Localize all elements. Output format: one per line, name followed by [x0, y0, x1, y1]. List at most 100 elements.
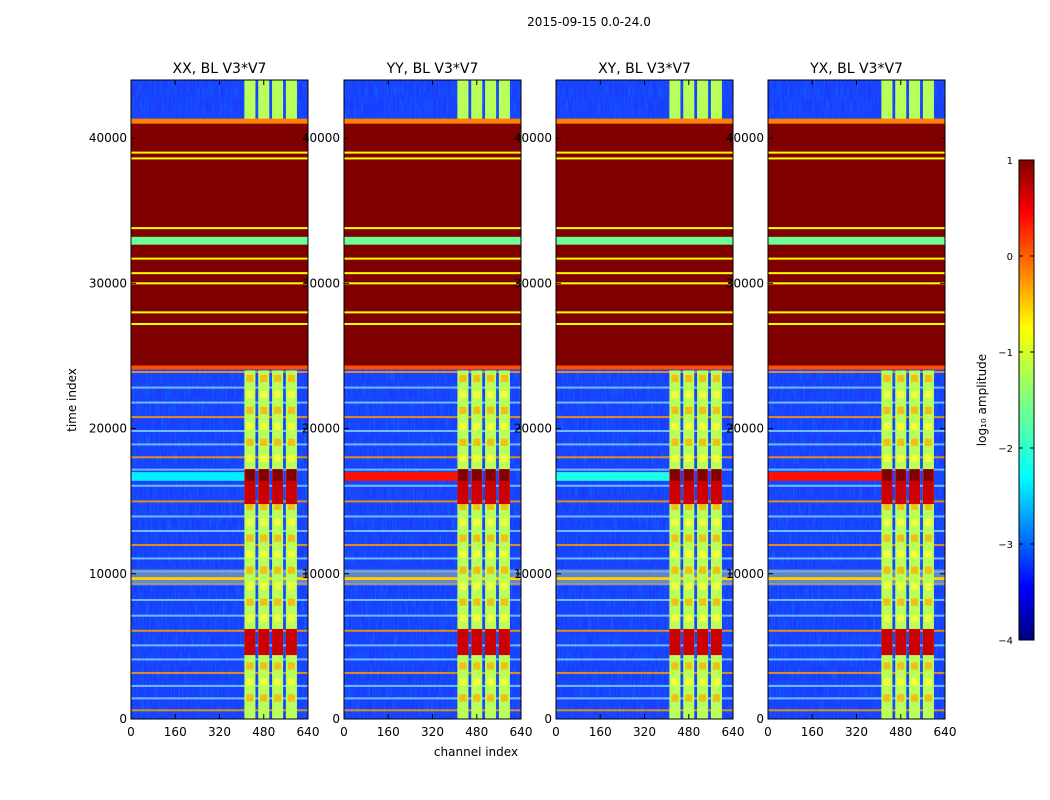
heatmap-row — [344, 401, 521, 404]
heatmap-channel-column — [272, 370, 284, 719]
heatmap-channel-block — [459, 518, 467, 526]
heatmap-channel-block — [260, 406, 268, 415]
heatmap-channel-block — [897, 518, 905, 526]
heatmap-channel-block — [883, 406, 891, 415]
x-tick-label: 320 — [633, 725, 656, 739]
heatmap-channel-block — [883, 518, 891, 526]
heatmap-row — [131, 684, 308, 687]
heatmap-row — [131, 515, 308, 518]
heatmap-channel-column — [697, 370, 709, 719]
heatmap-row — [131, 658, 308, 661]
heatmap-channel-block — [685, 582, 693, 590]
heatmap-rfi-band — [768, 472, 885, 481]
heatmap-channel-block — [459, 534, 467, 542]
heatmap-channel-block — [287, 694, 295, 702]
heatmap-row — [556, 282, 733, 285]
heatmap-row — [768, 557, 945, 560]
heatmap-channel-block — [274, 406, 282, 415]
heatmap-row — [344, 598, 521, 601]
colorbar-tick-label: −3 — [998, 540, 1013, 551]
heatmap-row — [131, 443, 308, 446]
y-tick-label: 0 — [756, 712, 764, 726]
heatmap-channel-block — [500, 534, 508, 542]
heatmap-channel-block — [712, 438, 720, 446]
heatmap-channel-block — [246, 534, 254, 542]
heatmap-channel-block — [487, 374, 495, 383]
heatmap-row — [131, 371, 308, 374]
heatmap-channel-block — [699, 598, 707, 606]
heatmap-row — [556, 684, 733, 687]
heatmap-row — [131, 557, 308, 560]
colorbar-tick-label: 0 — [1007, 252, 1013, 263]
x-tick-label: 480 — [889, 725, 912, 739]
heatmap-channel-block — [246, 454, 254, 462]
y-tick-label: 20000 — [89, 422, 127, 436]
heatmap-channel-block — [246, 390, 254, 399]
heatmap-channel-block — [287, 550, 295, 558]
heatmap-row — [556, 365, 733, 370]
heatmap-channel-block — [500, 678, 508, 686]
heatmap-channel-column — [881, 80, 893, 120]
heatmap-row — [131, 118, 308, 124]
x-tick-label: 640 — [510, 725, 533, 739]
heatmap-channel-hot — [910, 469, 920, 481]
heatmap-channel-block — [671, 438, 679, 446]
heatmap-channel-block — [459, 678, 467, 686]
heatmap-row — [768, 598, 945, 601]
heatmap-row — [768, 658, 945, 661]
heatmap-channel-hot — [697, 469, 709, 505]
heatmap-row — [768, 257, 945, 260]
heatmap-channel-hot — [895, 469, 907, 505]
heatmap-channel-hot — [498, 469, 510, 505]
heatmap-channel-block — [473, 502, 481, 510]
y-tick-label: 40000 — [514, 131, 552, 145]
heatmap-channel-block — [260, 374, 268, 383]
heatmap-channel-block — [685, 438, 693, 446]
heatmap-row — [344, 443, 521, 446]
heatmap-channel-block — [699, 550, 707, 558]
heatmap-channel-hot — [272, 469, 284, 505]
panel-1: XX, BL V3*V7 0 160 320 480 640 0 10000 20000 3000… — [89, 61, 320, 739]
heatmap-channel-block — [699, 406, 707, 415]
heatmap-channel-block — [924, 438, 932, 446]
heatmap-channel-block — [897, 566, 905, 574]
heatmap-row — [344, 644, 521, 647]
heatmap-channel-block — [287, 374, 295, 383]
heatmap-channel-block — [699, 582, 707, 590]
heatmap-channel-block — [287, 534, 295, 542]
heatmap-channel-block — [459, 566, 467, 574]
heatmap-channel-block — [260, 390, 268, 399]
heatmap-channel-block — [459, 662, 467, 670]
heatmap-channel-block — [883, 374, 891, 383]
heatmap-channel-block — [287, 502, 295, 510]
heatmap-channel-block — [897, 662, 905, 670]
heatmap-row — [768, 416, 945, 419]
heatmap-channel-block — [911, 502, 919, 510]
heatmap-row — [344, 500, 521, 503]
heatmap-channel-block — [883, 678, 891, 686]
heatmap-channel-block — [473, 694, 481, 702]
heatmap-channel-block — [712, 390, 720, 399]
heatmap-channel-block — [883, 582, 891, 590]
heatmap-row — [556, 257, 733, 260]
heatmap-channel-hot — [670, 469, 680, 481]
heatmap-channel-block — [897, 534, 905, 542]
heatmap-channel-block — [924, 534, 932, 542]
heatmap-channel-block — [897, 390, 905, 399]
heatmap-channel-block — [500, 662, 508, 670]
heatmap-channel-column — [272, 80, 284, 120]
heatmap-channel-block — [911, 518, 919, 526]
heatmap-channel-hot — [471, 469, 483, 505]
heatmap-row — [131, 257, 308, 260]
heatmap-channel-block — [883, 550, 891, 558]
heatmap-channel-hot — [922, 469, 934, 505]
heatmap-channel-block — [260, 550, 268, 558]
y-tick-label: 40000 — [726, 131, 764, 145]
heatmap-row — [344, 157, 521, 160]
heatmap-channel-column — [710, 370, 722, 719]
heatmap-channel-block — [685, 406, 693, 415]
heatmap-channel-block — [260, 694, 268, 702]
heatmap-channel-hot — [909, 628, 921, 656]
heatmap-row — [556, 500, 733, 503]
heatmap-channel-block — [712, 374, 720, 383]
